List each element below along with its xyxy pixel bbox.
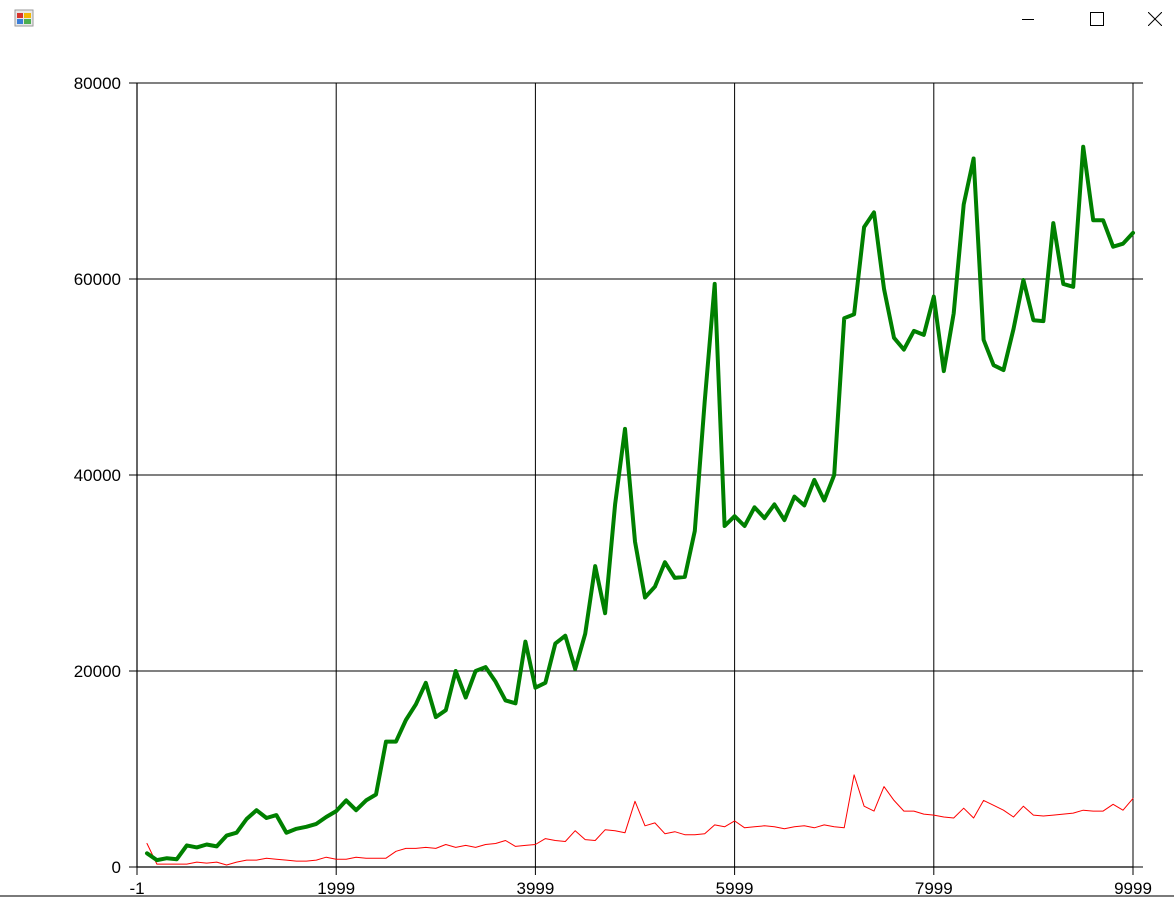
y-tick-label: 60000 bbox=[74, 270, 121, 289]
x-tick-label: 1999 bbox=[317, 879, 355, 897]
app-icon bbox=[14, 9, 34, 27]
axes bbox=[136, 83, 1133, 868]
x-tick-label: -1 bbox=[129, 879, 144, 897]
series-line bbox=[146, 774, 1134, 866]
data-series bbox=[145, 144, 1135, 866]
maximize-button[interactable] bbox=[1074, 0, 1120, 38]
tick-labels: 0 20000 40000 60000 80000 -1 1999 3999 5999 7999 9… bbox=[74, 74, 1152, 898]
window-bottom-edge bbox=[0, 895, 1174, 897]
minimize-icon bbox=[1022, 19, 1034, 20]
x-tick-label: 9999 bbox=[1114, 879, 1152, 897]
close-icon bbox=[1148, 12, 1162, 26]
y-tick-label: 40000 bbox=[74, 466, 121, 485]
series-line bbox=[145, 144, 1135, 863]
grid-lines bbox=[129, 82, 1143, 875]
y-tick-label: 80000 bbox=[74, 74, 121, 93]
chart-area: 0 20000 40000 60000 80000 -1 1999 3999 5999 7999 9… bbox=[0, 38, 1174, 898]
minimize-button[interactable] bbox=[1005, 0, 1051, 38]
close-button[interactable] bbox=[1132, 0, 1174, 38]
line-chart: 0 20000 40000 60000 80000 -1 1999 3999 5999 7999 9… bbox=[74, 74, 1152, 898]
title-bar bbox=[0, 0, 1174, 38]
y-tick-label: 0 bbox=[112, 858, 121, 877]
maximize-icon bbox=[1090, 12, 1104, 26]
y-tick-label: 20000 bbox=[74, 662, 121, 681]
x-tick-label: 3999 bbox=[516, 879, 554, 897]
x-tick-label: 7999 bbox=[915, 879, 953, 897]
x-tick-label: 5999 bbox=[716, 879, 754, 897]
